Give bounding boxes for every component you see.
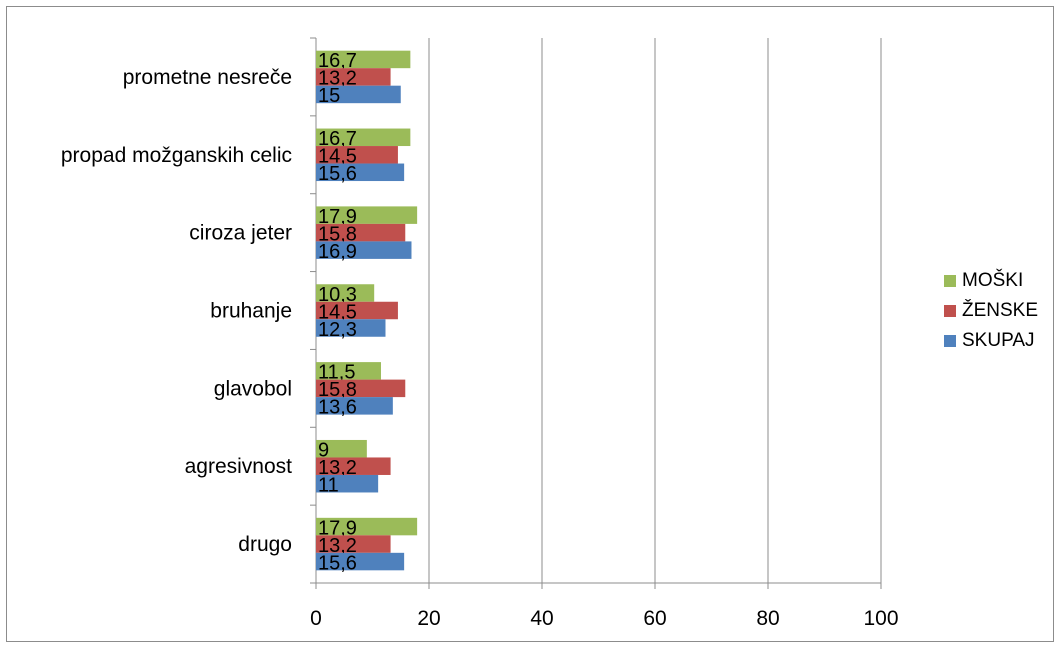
data-label: 13,2 (318, 457, 357, 479)
legend-swatch-skupaj (944, 335, 956, 347)
bar-moški (316, 439, 367, 458)
data-label: 10,3 (318, 284, 357, 306)
category-label: agresivnost (185, 455, 293, 478)
legend-item-moski: MOŠKI (944, 268, 1038, 294)
bar-ženske (316, 68, 391, 86)
legend-item-skupaj: SKUPAJ (944, 328, 1038, 354)
bar-ženske (316, 535, 391, 553)
bar-moški (316, 206, 418, 224)
x-tick-label-0: 0 (310, 607, 322, 630)
bar-skupaj (316, 397, 393, 415)
bar-skupaj (316, 319, 386, 337)
legend-swatch-moski (944, 275, 956, 287)
legend-label-skupaj: SKUPAJ (962, 330, 1035, 351)
legend: MOŠKI ŽENSKE SKUPAJ (944, 268, 1038, 358)
x-tick-label-100: 100 (863, 607, 898, 630)
bar-skupaj (316, 552, 405, 571)
data-label: 15,6 (318, 163, 357, 185)
bar-skupaj (316, 163, 405, 182)
data-label: 13,2 (318, 535, 357, 557)
data-label: 15,6 (318, 552, 357, 574)
data-label: 16,7 (318, 128, 357, 150)
legend-item-zenske: ŽENSKE (944, 298, 1038, 324)
data-label: 13,2 (318, 68, 357, 90)
x-tick-label-40: 40 (530, 607, 553, 630)
bar-ženske (316, 146, 398, 164)
data-label: 17,9 (318, 206, 357, 228)
data-label: 15 (318, 85, 340, 107)
x-tick-label-80: 80 (756, 607, 779, 630)
legend-label-zenske: ŽENSKE (962, 300, 1039, 321)
bar-skupaj (316, 474, 379, 493)
x-tick-label-60: 60 (643, 607, 666, 630)
legend-label-moski: MOŠKI (962, 270, 1024, 291)
data-label: 9 (318, 439, 329, 461)
data-label: 11 (318, 474, 339, 496)
data-label: 11,5 (318, 362, 355, 384)
bar-skupaj (316, 241, 412, 259)
chart-frame (6, 6, 1054, 642)
bar-moški (316, 517, 418, 536)
bar-ženske (316, 457, 391, 475)
data-label: 14,5 (318, 301, 357, 323)
data-label: 16,7 (318, 50, 357, 72)
category-label: drugo (238, 533, 292, 556)
data-label: 13,6 (318, 397, 357, 419)
bar-skupaj (316, 85, 401, 104)
bar-moški (316, 284, 375, 302)
bar-moški (316, 50, 411, 69)
category-label: glavobol (214, 377, 292, 400)
data-label: 15,8 (318, 223, 357, 245)
bar-moški (316, 128, 411, 147)
data-label: 15,8 (318, 379, 357, 401)
data-label: 16,9 (318, 241, 357, 263)
category-label: prometne nesreče (123, 66, 292, 89)
legend-swatch-zenske (944, 305, 956, 317)
bar-ženske (316, 223, 406, 242)
data-label: 17,9 (318, 517, 357, 539)
bar-moški (316, 362, 381, 380)
data-label: 12,3 (318, 319, 357, 341)
data-label: 14,5 (318, 146, 357, 168)
category-label: propad možganskih celic (61, 144, 292, 167)
category-label: ciroza jeter (189, 222, 292, 245)
x-tick-label-20: 20 (417, 607, 440, 630)
bar-ženske (316, 379, 406, 398)
bar-ženske (316, 301, 398, 320)
category-label: bruhanje (210, 300, 292, 323)
